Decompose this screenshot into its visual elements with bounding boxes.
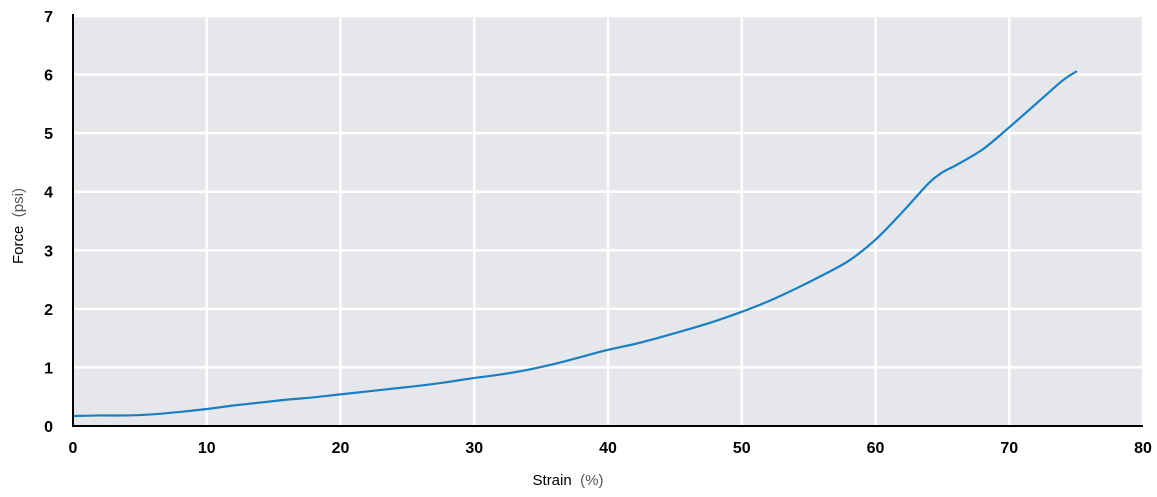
y-axis-unit: (psi) (10, 188, 27, 217)
x-axis-title: Strain (%) (533, 472, 604, 489)
x-axis-label: Strain (533, 472, 572, 489)
y-axis-label: Force (10, 226, 27, 264)
y-tick-label: 7 (44, 9, 53, 26)
y-tick-label: 2 (44, 302, 53, 319)
y-tick-label: 5 (44, 126, 53, 143)
x-tick-label: 70 (1000, 440, 1018, 457)
x-tick-label: 0 (69, 440, 78, 457)
x-tick-label: 20 (332, 440, 350, 457)
y-tick-label: 0 (44, 419, 53, 436)
force-strain-line (71, 70, 1078, 418)
y-tick-label: 4 (44, 185, 53, 202)
x-tick-label: 80 (1134, 440, 1152, 457)
y-tick-label: 1 (44, 360, 53, 377)
x-axis-unit: (%) (580, 472, 603, 489)
x-tick-label: 30 (465, 440, 483, 457)
y-axis-title: Force (psi) (10, 188, 27, 264)
x-tick-label: 60 (867, 440, 885, 457)
x-tick-label: 50 (733, 440, 751, 457)
y-tick-label: 3 (44, 243, 53, 260)
x-tick-label: 40 (599, 440, 617, 457)
x-tick-label: 10 (198, 440, 216, 457)
y-tick-label: 6 (44, 68, 53, 85)
